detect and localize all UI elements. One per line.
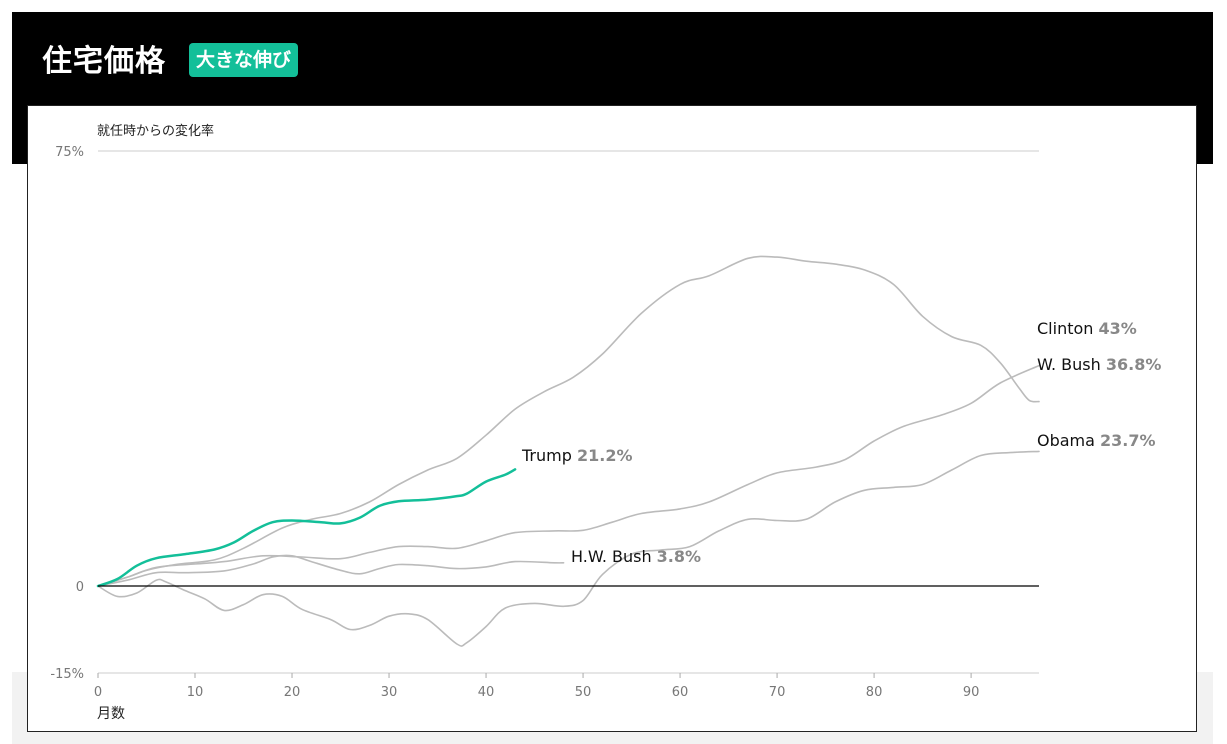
x-tick-label: 30 xyxy=(381,685,398,700)
y-axis-title: 就任時からの変化率 xyxy=(97,123,214,139)
series-line-h-w-bush xyxy=(97,554,565,587)
title-badge: 大きな伸び xyxy=(189,43,299,77)
x-tick-label: 10 xyxy=(187,685,204,700)
x-tick-label: 70 xyxy=(769,685,786,700)
series-label-clinton: Clinton 43% xyxy=(1037,319,1137,338)
y-tick-label: -15% xyxy=(50,667,84,682)
x-tick-label: 60 xyxy=(672,685,689,700)
series-name: W. Bush xyxy=(1037,355,1106,374)
y-tick-label: 0 xyxy=(76,580,84,595)
series-end-value: 21.2% xyxy=(577,446,633,465)
series-line-w-bush xyxy=(97,255,1040,587)
series-line-obama xyxy=(97,450,1040,647)
series-end-value: 36.8% xyxy=(1106,355,1162,374)
series-name: Obama xyxy=(1037,431,1100,450)
series-label-h-w-bush: H.W. Bush 3.8% xyxy=(571,547,701,566)
x-tick-label: 90 xyxy=(963,685,980,700)
series-label-obama: Obama 23.7% xyxy=(1037,431,1156,450)
x-tick-label: 80 xyxy=(866,685,883,700)
x-tick-label: 20 xyxy=(284,685,301,700)
y-tick-label: 75% xyxy=(55,145,84,160)
page-title: 住宅価格 xyxy=(42,44,166,79)
series-line-clinton xyxy=(97,364,1040,587)
series-end-value: 3.8% xyxy=(657,547,701,566)
x-tick-label: 40 xyxy=(478,685,495,700)
x-tick-label: 50 xyxy=(575,685,592,700)
x-axis-title: 月数 xyxy=(97,706,125,722)
series-name: H.W. Bush xyxy=(571,547,657,566)
series-end-value: 43% xyxy=(1099,319,1137,338)
chart-card: 就任時からの変化率 月数 75% 0 -15% 0 10 20 30 40 50 60 70 80 90… xyxy=(27,105,1197,732)
series-line-trump xyxy=(96,468,517,588)
series-end-value: 23.7% xyxy=(1100,431,1156,450)
series-label-w-bush: W. Bush 36.8% xyxy=(1037,355,1161,374)
line-chart: 就任時からの変化率 月数 75% 0 -15% 0 10 20 30 40 50 60 70 80 90… xyxy=(50,123,1161,722)
series-name: Trump xyxy=(521,446,577,465)
x-tick-label: 0 xyxy=(94,685,102,700)
series-label-trump: Trump 21.2% xyxy=(521,446,632,465)
series-name: Clinton xyxy=(1037,319,1099,338)
